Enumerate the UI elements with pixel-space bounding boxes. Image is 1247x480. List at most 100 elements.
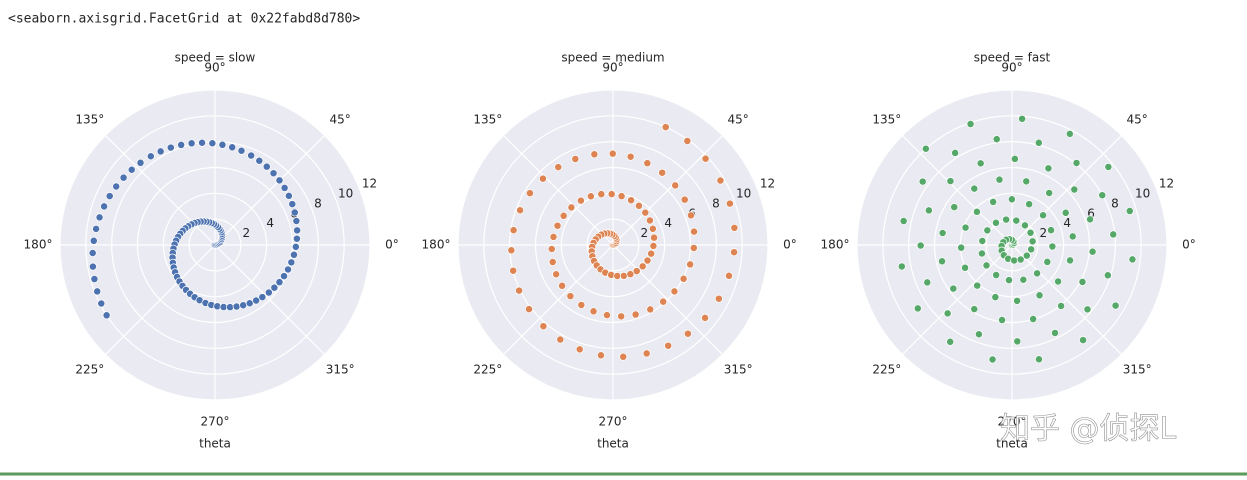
point [106,192,113,199]
point [620,353,627,360]
point [1021,222,1028,229]
point [280,272,287,279]
point [1023,252,1030,259]
point [917,242,924,249]
radial-tick-label: 8 [1111,196,1119,210]
point [137,159,144,166]
point [1035,139,1042,146]
point [939,229,946,236]
point [248,152,255,159]
point [989,356,996,363]
radial-tick-label: 12 [1159,177,1174,191]
point [1030,315,1037,322]
point [603,312,610,319]
point [94,288,101,295]
point [983,262,990,269]
point [510,227,517,234]
point [292,243,299,250]
point [285,192,292,199]
panel-title: speed = medium [561,51,664,65]
panel-title: speed = fast [974,51,1051,65]
radial-tick-label: 4 [1063,216,1071,230]
point [89,263,96,270]
point [147,153,154,160]
point [962,224,969,231]
point [639,263,646,270]
angular-tick-label: 315° [1123,363,1152,377]
point [974,282,981,289]
point [1079,278,1086,285]
point [1047,227,1054,234]
angular-tick-label: 45° [728,112,749,126]
point [293,217,300,224]
point [1069,233,1076,240]
point [967,120,974,127]
angular-tick-label: 180° [821,238,850,252]
point [993,271,1000,278]
output-text: <seaborn.axisgrid.FacetGrid at 0x22fabd8… [8,12,360,27]
point [1105,163,1112,170]
point [226,304,233,311]
point [977,160,984,167]
point [681,196,688,203]
angular-tick-label: 225° [75,363,104,377]
point [687,212,694,219]
point [113,183,120,190]
point [971,185,978,192]
point [578,301,585,308]
point [958,244,965,251]
point [996,176,1003,183]
point [1073,159,1080,166]
point [540,323,547,330]
point [925,207,932,214]
point [690,228,697,235]
point [609,150,616,157]
point [951,203,958,210]
point [730,249,737,256]
point [1014,338,1021,345]
point [209,140,216,147]
point [101,203,108,210]
panel-title: speed = slow [175,51,256,65]
point [898,263,905,270]
point [992,219,999,226]
angular-tick-label: 135° [75,112,104,126]
point [92,225,99,232]
angular-tick-label: 0° [385,238,399,252]
point [684,330,691,337]
point [690,244,697,251]
point [284,266,291,273]
point [647,306,654,313]
angular-tick-label: 0° [1182,238,1196,252]
point [1099,192,1106,199]
point [1062,209,1069,216]
point [1005,277,1012,284]
point [608,191,615,198]
point [1110,231,1117,238]
point [973,208,980,215]
point [1045,165,1052,172]
point [952,149,959,156]
point [1033,270,1040,277]
point [550,233,557,240]
point [618,313,625,320]
point [944,310,951,317]
point [701,314,708,321]
point [1104,272,1111,279]
point [650,234,657,241]
facet-grid: 0°45°90°135°180°225°270°315°24681012spee… [24,51,1196,451]
point [263,163,270,170]
point [993,136,1000,143]
point [1011,257,1018,264]
point [539,175,546,182]
point [614,272,621,279]
point [1126,207,1133,214]
point [219,141,226,148]
angular-tick-label: 135° [473,112,502,126]
angular-tick-label: 270° [201,415,230,429]
point [198,139,205,146]
point [687,261,694,268]
radial-tick-label: 2 [1040,226,1048,240]
point [568,204,575,211]
